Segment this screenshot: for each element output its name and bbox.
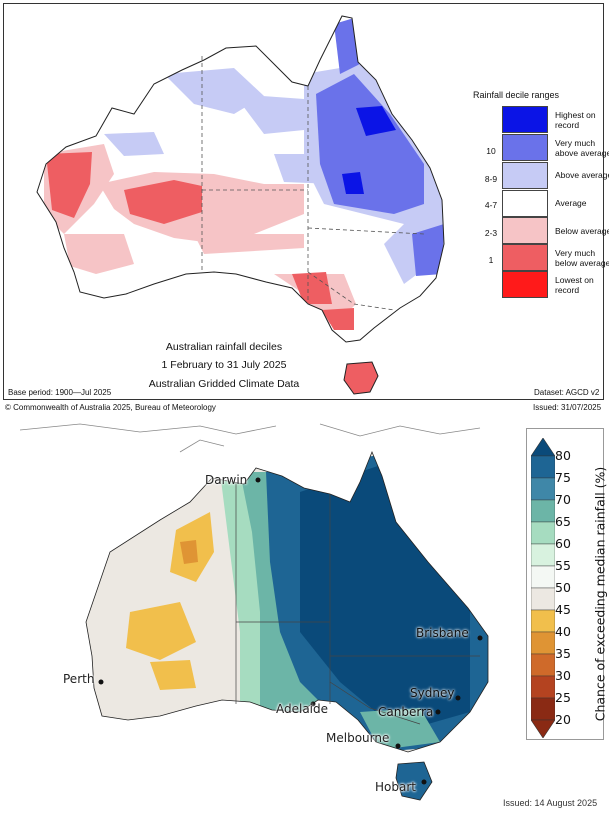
colorbar-band — [531, 565, 555, 589]
colorbar-tick-label: 20 — [555, 712, 571, 727]
colorbar-band — [531, 697, 555, 721]
legend-range-2-3: 2-3 — [484, 228, 498, 238]
city-dot-melbourne — [395, 743, 401, 749]
base-period: Base period: 1900—Jul 2025 — [8, 388, 112, 397]
map-title-line3: Australian Gridded Climate Data — [148, 378, 300, 390]
australia-coastline — [36, 15, 445, 343]
city-dot-darwin — [255, 477, 261, 483]
map-title-line2: 1 February to 31 July 2025 — [161, 359, 287, 371]
median-rainfall-outlook-map — [19, 423, 489, 801]
legend-swatch-lowest — [502, 271, 548, 298]
legend-swatch-below — [502, 217, 548, 244]
dataset-label: Dataset: AGCD v2 — [534, 388, 600, 397]
legend-swatch-very-much-below — [502, 244, 548, 271]
legend-range-8-9: 8-9 — [484, 174, 498, 184]
colorbar-tick-label: 60 — [555, 536, 571, 551]
legend-label-very-much-below: Very much below average — [555, 248, 609, 268]
colorbar-tick-label: 50 — [555, 580, 571, 595]
colorbar-band — [531, 631, 555, 655]
colorbar-tick-label: 35 — [555, 646, 571, 661]
colorbar-tick-label: 75 — [555, 470, 571, 485]
legend-label-average: Average — [555, 198, 587, 208]
colorbar-band — [531, 521, 555, 545]
legend-swatch-above — [502, 162, 548, 189]
city-label-darwin: Darwin — [205, 473, 248, 487]
legend-swatch-highest — [502, 106, 548, 133]
colorbar-band — [531, 499, 555, 523]
colorbar-band — [531, 477, 555, 501]
city-label-canberra: Canberra — [378, 705, 434, 719]
colorbar-band — [531, 653, 555, 677]
colorbar-tick-label: 40 — [555, 624, 571, 639]
city-dot-perth — [98, 679, 104, 685]
legend-title: Rainfall decile ranges — [473, 90, 560, 100]
colorbar-tick-label: 65 — [555, 514, 571, 529]
colorbar-tick-label: 30 — [555, 668, 571, 683]
map-title-line1: Australian rainfall deciles — [165, 341, 283, 353]
city-label-adelaide: Adelaide — [276, 702, 329, 716]
colorbar-band — [531, 455, 555, 479]
probability-fill — [86, 452, 488, 752]
city-dot-adelaide — [310, 701, 316, 707]
colorbar-top-arrow — [531, 438, 555, 457]
rainfall-deciles-panel: Rainfall decile ranges Highest on record… — [3, 3, 609, 400]
top-issued-date: Issued: 31/07/2025 — [533, 403, 602, 412]
legend-label-very-much-above: Very much above average — [555, 138, 609, 158]
city-label-melbourne: Melbourne — [326, 731, 390, 745]
colorbar-band — [531, 543, 555, 567]
legend-label-lowest: Lowest on record — [555, 275, 594, 295]
legend-label-above: Above average — [555, 170, 609, 180]
colorbar-tick-label: 55 — [555, 558, 571, 573]
legend-label-below: Below average — [555, 226, 609, 236]
colorbar-tick-label: 45 — [555, 602, 571, 617]
city-label-brisbane: Brisbane — [416, 626, 469, 640]
city-dot-hobart — [421, 779, 427, 785]
city-label-perth: Perth — [63, 672, 95, 686]
copyright-notice: © Commonwealth of Australia 2025, Bureau… — [5, 403, 216, 412]
city-dot-sydney — [455, 695, 461, 701]
australia-coastline-2 — [85, 450, 489, 753]
bottom-issued-date: Issued: 14 August 2025 — [503, 798, 598, 808]
colorbar-tick-label: 25 — [555, 690, 571, 705]
colorbar-bottom-arrow — [531, 719, 555, 738]
tasmania — [343, 361, 379, 395]
city-label-hobart: Hobart — [375, 780, 416, 794]
colorbar — [531, 438, 555, 738]
colorbar-band — [531, 587, 555, 611]
tasmania-2 — [395, 761, 433, 801]
colorbar-band — [531, 675, 555, 699]
city-label-sydney: Sydney — [410, 686, 455, 700]
colorbar-tick-label: 80 — [555, 448, 571, 463]
legend-range-10: 10 — [486, 146, 496, 156]
city-dot-canberra — [435, 709, 441, 715]
rainfall-deciles-map — [36, 15, 445, 395]
legend-swatch-average — [502, 190, 548, 217]
colorbar-band — [531, 609, 555, 633]
legend-swatch-very-much-above — [502, 134, 548, 161]
city-dot-brisbane — [477, 635, 483, 641]
legend-label-highest: Highest on record — [555, 110, 596, 130]
legend-range-1: 1 — [488, 255, 494, 265]
colorbar-tick-label: 70 — [555, 492, 571, 507]
legend-range-4-7: 4-7 — [484, 200, 498, 210]
